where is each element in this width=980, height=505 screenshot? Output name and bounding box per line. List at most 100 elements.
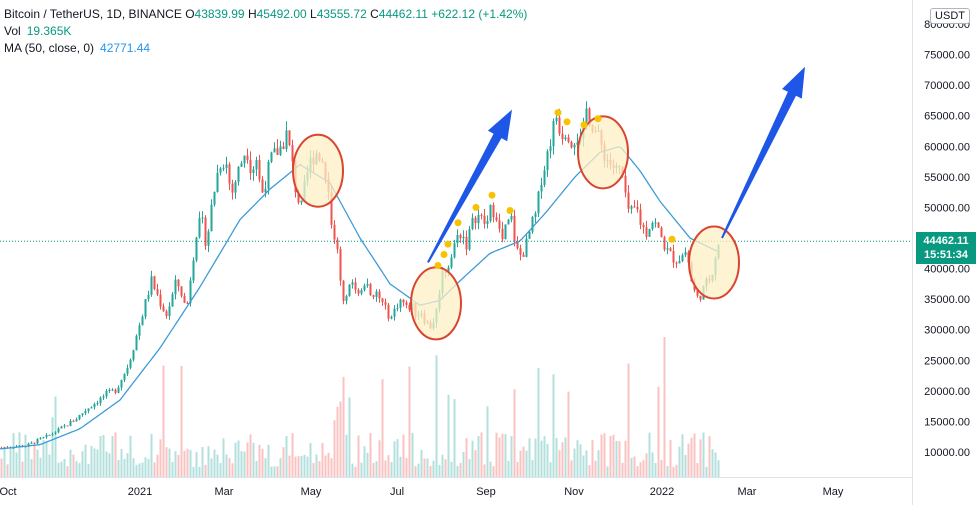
volume-bar	[429, 466, 432, 477]
candle-body	[348, 284, 351, 297]
candle-body	[288, 130, 291, 146]
candle-body	[519, 248, 522, 255]
y-tick-label: 25000.00	[924, 355, 970, 367]
candle-body	[267, 161, 270, 189]
change-value: +622.12 (+1.42%)	[431, 7, 528, 21]
volume-bar	[651, 452, 654, 477]
candle-body	[405, 302, 408, 306]
volume-bar	[477, 435, 480, 477]
x-tick-label: May	[301, 486, 322, 498]
signal-dot	[472, 203, 480, 211]
candle-body	[354, 282, 357, 290]
volume-bar	[702, 432, 705, 477]
candle-body	[528, 231, 531, 239]
volume-bar	[96, 449, 99, 477]
volume-bar	[465, 438, 468, 477]
candle-body	[45, 434, 48, 438]
candle-body	[51, 433, 54, 435]
candle-body	[234, 181, 237, 193]
close-value: 44462.11	[378, 7, 428, 21]
candle-body	[384, 302, 387, 305]
candle-body	[378, 291, 381, 299]
volume-bar	[12, 433, 15, 477]
volume-bar	[552, 374, 555, 477]
volume-bar	[561, 442, 564, 477]
candle-body	[156, 289, 159, 295]
candle-body	[162, 306, 165, 312]
candle-body	[624, 175, 627, 193]
volume-bar	[489, 461, 492, 477]
volume-bar	[24, 434, 27, 477]
highlight-circle	[577, 115, 629, 190]
time-axis: Oct 2021 Mar May Jul Sep Nov 2022 Mar May	[0, 486, 844, 498]
volume-bar	[396, 439, 399, 477]
volume-bar	[519, 450, 522, 477]
symbol-title[interactable]: Bitcoin / TetherUS, 1D, BINANCE	[4, 7, 182, 21]
volume-bar	[498, 437, 501, 477]
volume-bar	[681, 434, 684, 477]
signal-dot	[554, 109, 562, 117]
candle-body	[54, 432, 57, 434]
last-price-tag: 44462.11 15:51:34	[916, 232, 976, 265]
volume-bar	[714, 452, 717, 477]
high-value: 45492.00	[256, 7, 307, 21]
candle-body	[459, 235, 462, 239]
volume-bar	[78, 463, 81, 477]
candle-body	[495, 217, 498, 221]
candle-body	[132, 350, 135, 360]
candle-body	[684, 252, 687, 256]
ma-label[interactable]: MA (50, close, 0)	[4, 41, 95, 55]
volume-bar	[585, 450, 588, 477]
volume-bar	[675, 464, 678, 477]
volume-bar	[609, 435, 612, 477]
volume-bar	[600, 434, 603, 477]
volume-bars	[0, 337, 720, 477]
candle-body	[570, 141, 573, 148]
volume-bar	[132, 458, 135, 477]
volume-bar	[393, 441, 396, 477]
currency-button[interactable]: USDT	[930, 8, 970, 24]
volume-bar	[219, 463, 222, 477]
volume-bar	[54, 396, 57, 477]
highlight-circle	[292, 133, 344, 208]
x-tick-label: May	[823, 486, 844, 498]
candle-body	[273, 148, 276, 153]
volume-bar	[654, 463, 657, 477]
candle-body	[231, 183, 234, 193]
volume-bar	[435, 355, 438, 477]
volume-bar	[315, 454, 318, 477]
candle-body	[576, 142, 579, 145]
volume-bar	[537, 367, 540, 477]
candle-body	[192, 260, 195, 281]
open-label: O	[185, 7, 195, 21]
volume-bar	[363, 446, 366, 477]
candle-body	[678, 261, 681, 264]
volume-bar	[360, 462, 363, 477]
volume-bar	[543, 436, 546, 477]
candle-body	[24, 446, 27, 448]
candle-body	[195, 237, 198, 261]
candle-body	[108, 389, 111, 391]
candle-body	[564, 137, 567, 140]
volume-bar	[210, 458, 213, 477]
candle-body	[225, 164, 228, 168]
volume-bar	[573, 448, 576, 477]
volume-bar	[141, 462, 144, 477]
candle-body	[57, 428, 60, 433]
candle-body	[357, 289, 360, 294]
volume-bar	[621, 462, 624, 477]
volume-bar	[207, 446, 210, 477]
y-tick-label: 20000.00	[924, 386, 970, 398]
volume-bar	[570, 460, 573, 477]
vol-label[interactable]: Vol	[4, 24, 21, 38]
candle-body	[66, 425, 69, 427]
candle-body	[627, 192, 630, 209]
volume-bar	[243, 451, 246, 477]
signal-dot	[488, 191, 496, 199]
candle-body	[681, 255, 684, 262]
candle-body	[180, 286, 183, 296]
volume-bar	[351, 463, 354, 477]
low-value: 43555.72	[316, 7, 367, 21]
candle-body	[87, 408, 90, 411]
